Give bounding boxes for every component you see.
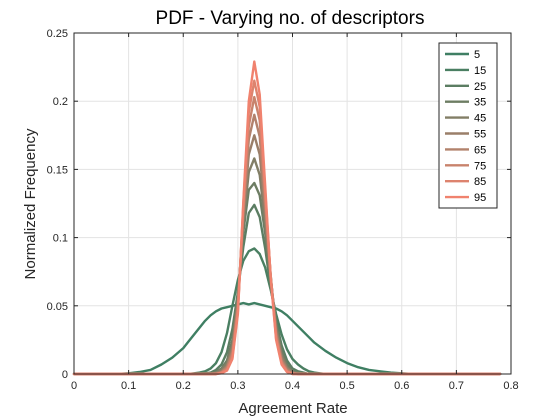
series-line-55	[72, 134, 502, 376]
x-tick-label: 0.6	[394, 380, 409, 392]
legend-box	[438, 42, 498, 209]
x-tick-label: 0	[71, 380, 77, 392]
legend-label-95: 95	[474, 192, 486, 204]
x-tick-label: 0.5	[339, 380, 354, 392]
series-line-85	[72, 79, 502, 376]
axis-ticks: 0 0.1 0.2 0.3 0.4 0.5 0.6 0.7 0.8 0 0.05 0.1 0.15 0.2…	[47, 28, 519, 392]
legend-label-75: 75	[474, 160, 486, 172]
legend-label-45: 45	[474, 113, 486, 125]
series-line-65	[72, 113, 502, 376]
series-line-35	[72, 181, 502, 376]
legend-label-55: 55	[474, 129, 486, 141]
y-tick-label: 0	[62, 369, 68, 381]
x-tick-label: 0.7	[449, 380, 464, 392]
legend-items: 5 15 25 35 45 55 65 75 85 95	[445, 49, 486, 204]
series-line-75	[72, 95, 502, 376]
legend-label-15: 15	[474, 65, 486, 77]
series-group	[72, 60, 502, 376]
y-tick-label: 0.05	[47, 301, 68, 313]
legend-label-35: 35	[474, 97, 486, 109]
y-tick-label: 0.2	[53, 96, 68, 108]
y-tick-label: 0.1	[53, 233, 68, 245]
x-tick-label: 0.1	[121, 380, 136, 392]
y-tick-label: 0.15	[47, 164, 68, 176]
legend: 5 15 25 35 45 55 65 75 85 95	[438, 42, 498, 209]
x-tick-label: 0.4	[285, 380, 300, 392]
x-tick-label: 0.2	[176, 380, 191, 392]
y-axis-title: Normalized Frequency	[22, 128, 39, 279]
y-tick-label: 0.25	[47, 28, 68, 40]
x-axis-title: Agreement Rate	[238, 400, 347, 417]
legend-label-65: 65	[474, 144, 486, 156]
series-line-95	[72, 60, 502, 376]
x-tick-label: 0.8	[503, 380, 518, 392]
grid	[73, 32, 512, 375]
legend-label-85: 85	[474, 176, 486, 188]
x-tick-label: 0.3	[230, 380, 245, 392]
legend-label-25: 25	[474, 81, 486, 93]
chart-title: PDF - Varying no. of descriptors	[156, 8, 425, 29]
series-line-15	[72, 247, 502, 376]
series-line-45	[72, 157, 502, 376]
legend-label-5: 5	[474, 49, 480, 61]
